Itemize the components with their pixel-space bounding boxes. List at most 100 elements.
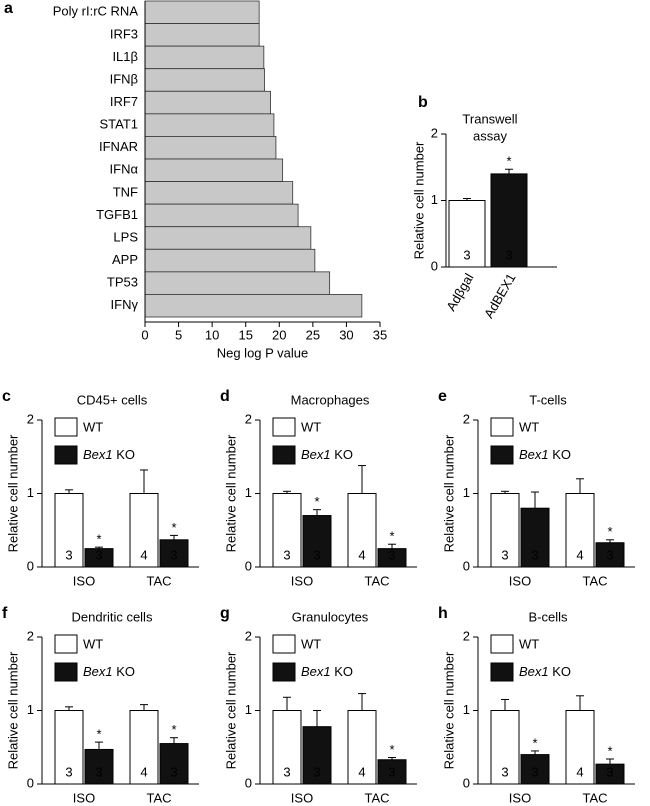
- bar: [144, 113, 275, 137]
- legend-label: Bex1 KO: [83, 447, 135, 462]
- bar: [302, 515, 332, 568]
- legend-swatch: [490, 662, 514, 682]
- bar: [144, 271, 331, 295]
- x-tick-label: 5: [175, 327, 182, 342]
- x-tick-label: TAC: [364, 573, 389, 588]
- n-label: 3: [501, 547, 508, 562]
- significance-star: *: [532, 735, 537, 750]
- bar: [377, 548, 407, 568]
- bar: [144, 136, 277, 160]
- y-axis-label: Relative cell number: [223, 434, 238, 552]
- y-tick-label: 0: [245, 558, 252, 573]
- bar: [595, 542, 625, 568]
- significance-star: *: [607, 743, 612, 758]
- x-tick-label: TAC: [582, 573, 607, 588]
- legend-label: Bex1 KO: [301, 664, 353, 679]
- bar: [54, 710, 84, 785]
- bar: [144, 181, 294, 205]
- legend-swatch: [54, 417, 78, 437]
- legend-swatch: [54, 662, 78, 682]
- x-tick-label: 20: [272, 327, 286, 342]
- x-tick-label: ISO: [73, 573, 95, 588]
- y-axis-label: Relative cell number: [5, 434, 20, 552]
- y-axis-label: Relative cell number: [411, 141, 426, 259]
- n-label: 3: [388, 764, 395, 779]
- bar: [520, 507, 550, 568]
- bar: [144, 294, 363, 318]
- category-label: APP: [112, 252, 138, 267]
- n-label: 3: [606, 764, 613, 779]
- n-label: 3: [95, 547, 102, 562]
- category-label: IRF3: [110, 26, 138, 41]
- y-tick-label: 2: [27, 628, 34, 643]
- n-label: 4: [358, 764, 365, 779]
- y-tick-label: 1: [245, 485, 252, 500]
- x-tick-label: TAC: [364, 790, 389, 805]
- bar: [144, 226, 312, 250]
- bar: [490, 493, 520, 568]
- x-tick-label: 35: [373, 327, 387, 342]
- y-axis-label: Relative cell number: [223, 651, 238, 769]
- n-label: 3: [65, 547, 72, 562]
- x-tick-label: ISO: [509, 573, 531, 588]
- chart-title: Dendritic cells: [72, 609, 153, 624]
- n-label: 3: [170, 764, 177, 779]
- significance-star: *: [607, 524, 612, 539]
- y-tick-label: 0: [463, 558, 470, 573]
- legend-swatch: [490, 634, 514, 654]
- legend-swatch: [490, 445, 514, 465]
- y-tick-label: 1: [27, 702, 34, 717]
- category-label: LPS: [113, 229, 138, 244]
- x-tick-label: 15: [238, 327, 252, 342]
- x-tick-label: 25: [306, 327, 320, 342]
- bar: [520, 754, 550, 785]
- x-tick-label: ISO: [291, 790, 313, 805]
- chart-title: B-cells: [528, 609, 568, 624]
- legend-label: Bex1 KO: [301, 447, 353, 462]
- significance-star: *: [506, 154, 511, 169]
- n-label: 3: [170, 547, 177, 562]
- panel-label: g: [220, 605, 230, 622]
- y-tick-label: 0: [27, 775, 34, 790]
- panel-label: f: [2, 605, 8, 622]
- chart-title: CD45+ cells: [77, 392, 148, 407]
- legend-swatch: [272, 662, 296, 682]
- n-label: 3: [501, 764, 508, 779]
- y-tick-label: 2: [431, 125, 438, 140]
- legend-swatch: [272, 445, 296, 465]
- panel-label: h: [438, 605, 448, 622]
- legend-swatch: [490, 417, 514, 437]
- category-label: IFNAR: [99, 139, 138, 154]
- significance-star: *: [96, 727, 101, 742]
- y-tick-label: 0: [27, 558, 34, 573]
- y-tick-label: 1: [463, 702, 470, 717]
- n-label: 4: [140, 764, 147, 779]
- bar: [595, 763, 625, 785]
- x-axis-label: Neg log P value: [217, 345, 309, 360]
- y-tick-label: 2: [245, 628, 252, 643]
- n-label: 3: [65, 764, 72, 779]
- bar: [159, 743, 189, 785]
- x-tick-label: ISO: [291, 573, 313, 588]
- panel-label: c: [2, 388, 11, 405]
- category-label: TGFB1: [96, 207, 138, 222]
- bar: [272, 493, 302, 568]
- significance-star: *: [314, 494, 319, 509]
- bar: [302, 726, 332, 785]
- bar: [377, 759, 407, 785]
- y-tick-label: 1: [245, 702, 252, 717]
- significance-star: *: [171, 722, 176, 737]
- chart-title: Transwell: [462, 111, 517, 126]
- n-label: 3: [95, 764, 102, 779]
- legend-label: Bex1 KO: [519, 664, 571, 679]
- y-tick-label: 2: [463, 628, 470, 643]
- bar: [490, 710, 520, 785]
- y-tick-label: 1: [27, 485, 34, 500]
- bar: [565, 710, 595, 785]
- x-tick-label: ISO: [509, 790, 531, 805]
- bar: [448, 200, 486, 268]
- y-tick-label: 1: [463, 485, 470, 500]
- bar: [347, 710, 377, 785]
- n-label: 4: [576, 764, 583, 779]
